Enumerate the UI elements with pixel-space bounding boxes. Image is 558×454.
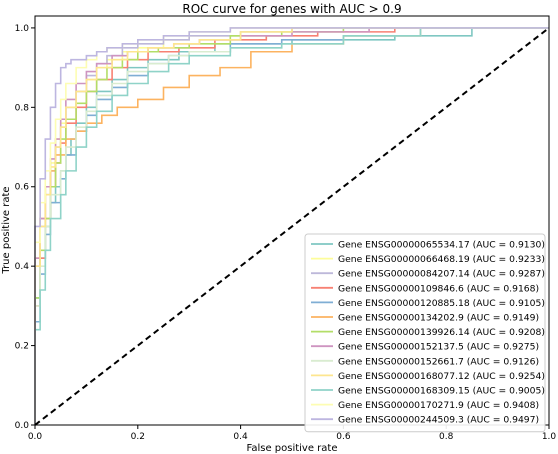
legend-label-13: Gene ENSG00000244509.3 (AUC = 0.9497) [338, 415, 539, 426]
x-tick-label-0: 0.0 [28, 432, 43, 442]
legend-label-9: Gene ENSG00000152661.7 (AUC = 0.9126) [338, 356, 539, 367]
roc-series-line-5 [34, 27, 549, 425]
x-axis-label: False positive rate [247, 443, 338, 454]
legend-label-8: Gene ENSG00000152137.5 (AUC = 0.9275) [338, 342, 539, 353]
x-tick-label-3: 0.6 [336, 432, 351, 442]
legend-label-12: Gene ENSG00000170271.9 (AUC = 0.9408) [338, 400, 539, 411]
legend-box [304, 233, 546, 433]
y-tick-label-3: 0.6 [15, 183, 30, 193]
roc-series-line-13 [34, 27, 549, 425]
legend-items: Gene ENSG00000065534.17 (AUC = 0.9130) Ge… [311, 240, 545, 426]
legend-label-3: Gene ENSG00000084207.14 (AUC = 0.9287) [338, 269, 545, 280]
plot-area [34, 27, 550, 426]
chance-diagonal-line [34, 27, 550, 426]
x-axis-ticks: 0.0 0.2 0.4 0.6 0.8 1.0 [28, 425, 557, 442]
legend: Gene ENSG00000065534.17 (AUC = 0.9130) Ge… [304, 233, 546, 433]
legend-label-6: Gene ENSG00000134202.9 (AUC = 0.9149) [338, 313, 539, 324]
chart-title: ROC curve for genes with AUC > 0.9 [182, 2, 401, 16]
legend-label-10: Gene ENSG00000168077.12 (AUC = 0.9254) [338, 371, 545, 382]
legend-label-11: Gene ENSG00000168309.15 (AUC = 0.9005) [338, 386, 545, 397]
legend-label-5: Gene ENSG00000120885.18 (AUC = 0.9105) [338, 298, 545, 309]
series-layer [34, 27, 549, 425]
roc-series-line-11 [34, 27, 549, 425]
x-tick-label-2: 0.4 [233, 432, 248, 442]
y-tick-label-0: 0.0 [15, 421, 30, 431]
y-axis-label: True positive rate [1, 186, 12, 274]
y-tick-label-1: 0.2 [15, 342, 29, 352]
y-axis-ticks: 0.0 0.2 0.4 0.6 0.8 1.0 [15, 24, 35, 431]
y-tick-label-5: 1.0 [15, 24, 30, 34]
legend-label-4: Gene ENSG00000109846.6 (AUC = 0.9168) [338, 283, 539, 294]
legend-label-7: Gene ENSG00000139926.14 (AUC = 0.9208) [338, 327, 545, 338]
axes-frame [34, 15, 550, 426]
legend-label-2: Gene ENSG00000066468.19 (AUC = 0.9233) [338, 254, 545, 265]
legend-label-1: Gene ENSG00000065534.17 (AUC = 0.9130) [338, 240, 545, 251]
y-tick-label-2: 0.4 [15, 262, 30, 272]
x-tick-label-4: 0.8 [439, 432, 454, 442]
y-tick-label-4: 0.8 [15, 103, 30, 113]
roc-series-line-7 [34, 27, 549, 425]
x-tick-label-5: 1.0 [542, 432, 557, 442]
x-tick-label-1: 0.2 [131, 432, 145, 442]
